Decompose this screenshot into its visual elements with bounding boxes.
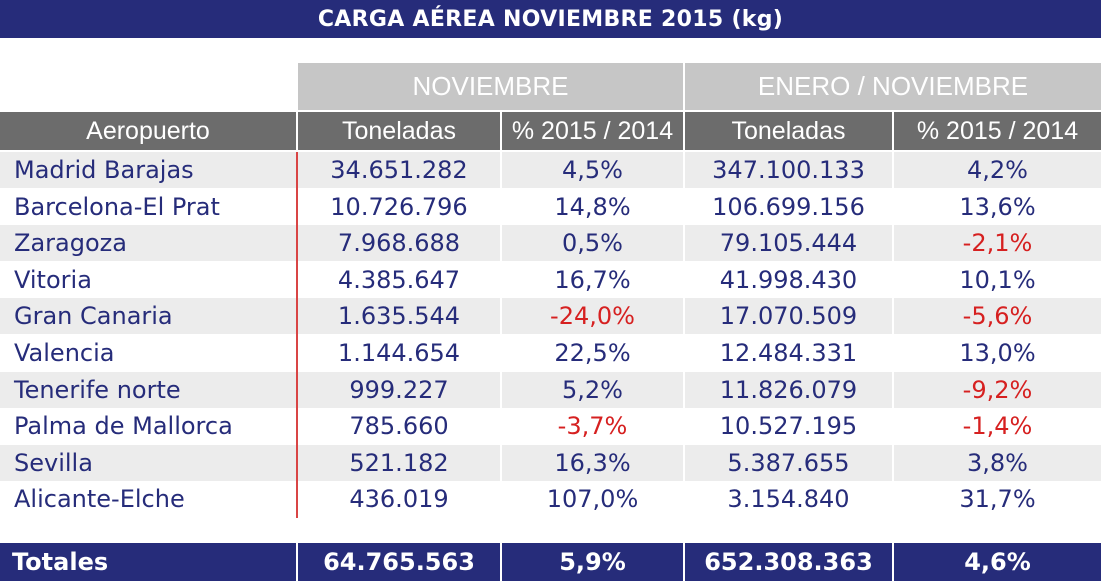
cell-pct-noviembre: -3,7% <box>557 412 628 441</box>
totals-label: Totales <box>12 548 109 576</box>
column-divider-accent <box>296 152 298 518</box>
cell-toneladas-enero-noviembre: 11.826.079 <box>719 375 858 404</box>
table-row: Vitoria 4.385.647 16,7% 41.998.430 10,1% <box>0 261 1101 298</box>
totals-row: Totales 64.765.563 5,9% 652.308.363 4,6% <box>0 543 1101 581</box>
cell-pct-noviembre: 5,2% <box>562 375 623 404</box>
cell-pct-noviembre: 22,5% <box>554 339 631 367</box>
cell-toneladas-noviembre: 34.651.282 <box>330 156 468 184</box>
cell-aeropuerto: Tenerife norte <box>14 375 181 404</box>
table-row: Tenerife norte 999.227 5,2% 11.826.079 -9,2% <box>0 371 1101 408</box>
cell-pct-noviembre: 4,5% <box>562 156 623 184</box>
column-header-aeropuerto: Aeropuerto <box>86 116 210 145</box>
table-row: Zaragoza 7.968.688 0,5% 79.105.444 -2,1% <box>0 225 1101 262</box>
cell-toneladas-noviembre: 7.968.688 <box>337 229 461 258</box>
cell-toneladas-enero-noviembre: 79.105.444 <box>719 229 858 258</box>
column-header-pct-enero-noviembre: % 2015 / 2014 <box>916 116 1079 145</box>
cell-aeropuerto: Palma de Mallorca <box>14 412 233 441</box>
cell-toneladas-enero-noviembre: 12.484.331 <box>719 339 858 367</box>
table-row: Madrid Barajas 34.651.282 4,5% 347.100.133 4… <box>0 152 1101 188</box>
cell-toneladas-enero-noviembre: 5.387.655 <box>727 448 850 477</box>
table-title: CARGA AÉREA NOVIEMBRE 2015 (kg) <box>0 0 1101 38</box>
cell-toneladas-enero-noviembre: 347.100.133 <box>712 156 865 184</box>
cell-aeropuerto: Madrid Barajas <box>14 156 194 184</box>
cell-aeropuerto: Vitoria <box>14 265 92 294</box>
group-header-enero-noviembre: ENERO / NOVIEMBRE <box>685 63 1101 110</box>
cell-aeropuerto: Sevilla <box>14 448 93 477</box>
cell-aeropuerto: Gran Canaria <box>14 302 173 331</box>
cell-toneladas-noviembre: 10.726.796 <box>330 192 468 221</box>
cell-aeropuerto: Valencia <box>14 339 115 367</box>
table-row: Barcelona-El Prat 10.726.796 14,8% 106.699.… <box>0 188 1101 225</box>
table-row: Palma de Mallorca 785.660 -3,7% 10.527.195 -… <box>0 408 1101 445</box>
cell-pct-noviembre: 16,7% <box>554 265 631 294</box>
table-row: Gran Canaria 1.635.544 -24,0% 17.070.509 -5,… <box>0 298 1101 335</box>
cell-toneladas-enero-noviembre: 10.527.195 <box>719 412 858 441</box>
cell-toneladas-noviembre: 436.019 <box>349 485 449 514</box>
cell-pct-enero-noviembre: -9,2% <box>962 375 1033 404</box>
cell-toneladas-noviembre: 4.385.647 <box>337 265 461 294</box>
cell-aeropuerto: Alicante-Elche <box>14 485 185 514</box>
cell-pct-enero-noviembre: 3,8% <box>967 448 1028 477</box>
totals-toneladas-noviembre: 64.765.563 <box>323 548 475 576</box>
cell-pct-noviembre: 0,5% <box>562 229 623 258</box>
table-row: Sevilla 521.182 16,3% 5.387.655 3,8% <box>0 444 1101 481</box>
cell-pct-noviembre: 107,0% <box>546 485 639 514</box>
cell-pct-enero-noviembre: -1,4% <box>962 412 1033 441</box>
column-header-row: Aeropuerto Toneladas % 2015 / 2014 Tonel… <box>0 112 1101 150</box>
cell-pct-noviembre: -24,0% <box>550 302 635 331</box>
totals-toneladas-enero-noviembre: 652.308.363 <box>704 548 873 576</box>
cell-aeropuerto: Barcelona-El Prat <box>14 192 220 221</box>
cell-toneladas-noviembre: 999.227 <box>349 375 449 404</box>
totals-pct-enero-noviembre: 4,6% <box>964 548 1031 576</box>
cell-toneladas-enero-noviembre: 41.998.430 <box>719 265 858 294</box>
cell-toneladas-noviembre: 521.182 <box>349 448 449 477</box>
cell-toneladas-enero-noviembre: 3.154.840 <box>727 485 850 514</box>
cell-pct-enero-noviembre: 31,7% <box>959 485 1036 514</box>
cell-toneladas-enero-noviembre: 17.070.509 <box>719 302 858 331</box>
group-header-noviembre: NOVIEMBRE <box>298 63 683 110</box>
cell-pct-noviembre: 16,3% <box>554 448 631 477</box>
column-header-toneladas-enero-noviembre: Toneladas <box>731 116 846 145</box>
cell-pct-enero-noviembre: 4,2% <box>967 156 1028 184</box>
cell-pct-enero-noviembre: 13,0% <box>959 339 1036 367</box>
column-header-pct-noviembre: % 2015 / 2014 <box>511 116 674 145</box>
cell-pct-enero-noviembre: -5,6% <box>962 302 1033 331</box>
column-header-toneladas-noviembre: Toneladas <box>342 116 456 145</box>
cell-aeropuerto: Zaragoza <box>14 229 127 258</box>
totals-pct-noviembre: 5,9% <box>559 548 626 576</box>
cell-pct-enero-noviembre: 13,6% <box>959 192 1036 221</box>
table-row: Alicante-Elche 436.019 107,0% 3.154.840 31,7… <box>0 481 1101 518</box>
cell-toneladas-noviembre: 1.635.544 <box>337 302 461 331</box>
cell-toneladas-noviembre: 1.144.654 <box>337 339 461 367</box>
cell-pct-noviembre: 14,8% <box>554 192 631 221</box>
cell-toneladas-noviembre: 785.660 <box>349 412 449 441</box>
cell-pct-enero-noviembre: -2,1% <box>962 229 1033 258</box>
table-row: Valencia 1.144.654 22,5% 12.484.331 13,0% <box>0 335 1101 371</box>
cell-pct-enero-noviembre: 10,1% <box>959 265 1036 294</box>
cell-toneladas-enero-noviembre: 106.699.156 <box>712 192 865 221</box>
